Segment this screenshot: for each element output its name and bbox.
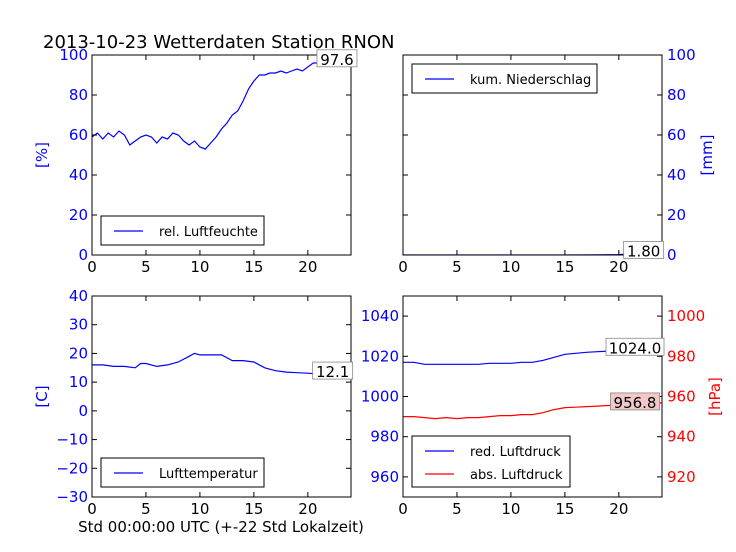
y-tick-label-temperature: 10 <box>69 373 88 391</box>
y-tick-label-precipitation: 80 <box>667 86 686 104</box>
y-axis-label-humidity: [%] <box>33 142 51 168</box>
legend-label-temperature: Lufttemperatur <box>159 467 258 482</box>
x-tick-label-humidity: 5 <box>141 258 151 276</box>
x-tick-label-pressure: 20 <box>609 500 628 518</box>
series-line-temperature-0 <box>92 352 351 377</box>
plot-frame-temperature <box>91 295 352 498</box>
y-tick-label-pressure: 1040 <box>361 307 399 325</box>
chart-temperature: 0 5 10 15 20 −30 −20 −10 0 10 20 30 40 [C] Lufttempera… <box>33 287 354 518</box>
annotation-box-humidity <box>316 49 358 68</box>
x-tick-label-precipitation: 15 <box>555 258 574 276</box>
y-tick-label-temperature: −30 <box>56 488 88 506</box>
y-tick-label-precipitation: 60 <box>667 126 686 144</box>
x-tick-label-temperature: 15 <box>244 500 263 518</box>
y-tick-label-pressure: 1000 <box>361 388 399 406</box>
y2-tick-label-pressure: 1000 <box>667 307 705 325</box>
y-tick-label-humidity: 40 <box>69 166 88 184</box>
legend-label-humidity: rel. Luftfeuchte <box>159 225 258 240</box>
figure-title: 2013-10-23 Wetterdaten Station RNON <box>43 32 394 53</box>
y-tick-label-humidity: 0 <box>78 246 88 264</box>
annotation-box-pressure <box>605 337 665 356</box>
figure-xlabel: Std 00:00:00 UTC (+-22 Std Lokalzeit) <box>78 518 364 536</box>
y-tick-label-pressure: 1020 <box>361 347 399 365</box>
plot-frame-precipitation <box>402 54 663 256</box>
y-tick-label-pressure: 980 <box>370 428 399 446</box>
y2-tick-label-pressure: 960 <box>667 388 696 406</box>
y2-tick-label-pressure: 920 <box>667 468 696 486</box>
annotation-label-pressure: 1024.0 <box>609 339 662 357</box>
annotation-label-precipitation: 1.80 <box>627 242 660 260</box>
x-tick-label-humidity: 0 <box>87 258 97 276</box>
annotation-label-temperature: 12.1 <box>316 363 349 381</box>
legend-label-precipitation: kum. Niederschlag <box>470 73 591 88</box>
y-tick-label-precipitation: 0 <box>667 246 677 264</box>
y-tick-label-pressure: 960 <box>370 468 399 486</box>
legend-label-pressure: abs. Luftdruck <box>470 468 563 483</box>
x-tick-label-precipitation: 20 <box>609 258 628 276</box>
y2-tick-label-pressure: 940 <box>667 428 696 446</box>
x-tick-label-temperature: 0 <box>87 500 97 518</box>
y-tick-label-temperature: 40 <box>69 287 88 305</box>
series-line-precipitation-0 <box>403 250 662 255</box>
y-tick-label-temperature: −10 <box>56 431 88 449</box>
y-tick-label-humidity: 60 <box>69 126 88 144</box>
y2-axis-label-pressure: [hPa] <box>706 377 724 416</box>
x-tick-label-humidity: 15 <box>244 258 263 276</box>
plot-frame-humidity <box>91 54 352 256</box>
y-tick-label-temperature: 20 <box>69 344 88 362</box>
annotation-box-precipitation <box>623 240 665 259</box>
annotation-label-humidity: 97.6 <box>320 51 353 69</box>
x-tick-label-pressure: 5 <box>452 500 462 518</box>
x-tick-label-temperature: 20 <box>298 500 317 518</box>
chart-pressure: 0 5 10 15 20 960 980 1000 1020 1040 920 940 960 980 10… <box>361 295 724 518</box>
x-tick-label-humidity: 20 <box>298 258 317 276</box>
x-tick-label-pressure: 15 <box>555 500 574 518</box>
y-tick-label-precipitation: 100 <box>667 46 696 64</box>
y-tick-label-precipitation: 40 <box>667 166 686 184</box>
annotation-label-pressure: 956.8 <box>614 394 657 412</box>
x-tick-label-pressure: 0 <box>398 500 408 518</box>
legend-label-pressure: red. Luftdruck <box>470 445 561 460</box>
y-tick-label-temperature: −20 <box>56 459 88 477</box>
x-tick-label-pressure: 10 <box>501 500 520 518</box>
y-tick-label-temperature: 0 <box>78 402 88 420</box>
x-tick-label-temperature: 10 <box>190 500 209 518</box>
y-tick-label-temperature: 30 <box>69 316 88 334</box>
x-tick-label-temperature: 5 <box>141 500 151 518</box>
y-axis-label-precipitation: [mm] <box>698 135 716 176</box>
x-tick-label-humidity: 10 <box>190 258 209 276</box>
y-tick-label-humidity: 20 <box>69 206 88 224</box>
chart-humidity: 0 5 10 15 20 0 20 40 60 80 100 [%] rel. Luftfeuchte 9… <box>33 46 358 276</box>
legend-box-pressure <box>411 435 571 488</box>
x-tick-label-precipitation: 0 <box>398 258 408 276</box>
x-tick-label-precipitation: 10 <box>501 258 520 276</box>
y2-tick-label-pressure: 980 <box>667 347 696 365</box>
y-tick-label-humidity: 80 <box>69 86 88 104</box>
y-axis-label-temperature: [C] <box>33 385 51 407</box>
annotation-box-pressure <box>610 392 660 411</box>
annotation-box-temperature <box>312 361 354 380</box>
y-tick-label-humidity: 100 <box>59 46 88 64</box>
series-line-humidity-0 <box>92 59 351 150</box>
chart-precipitation: 0 5 10 15 20 0 20 40 60 80 100 [mm] kum. Niederschla… <box>398 46 716 276</box>
y-tick-label-precipitation: 20 <box>667 206 686 224</box>
x-tick-label-precipitation: 5 <box>452 258 462 276</box>
